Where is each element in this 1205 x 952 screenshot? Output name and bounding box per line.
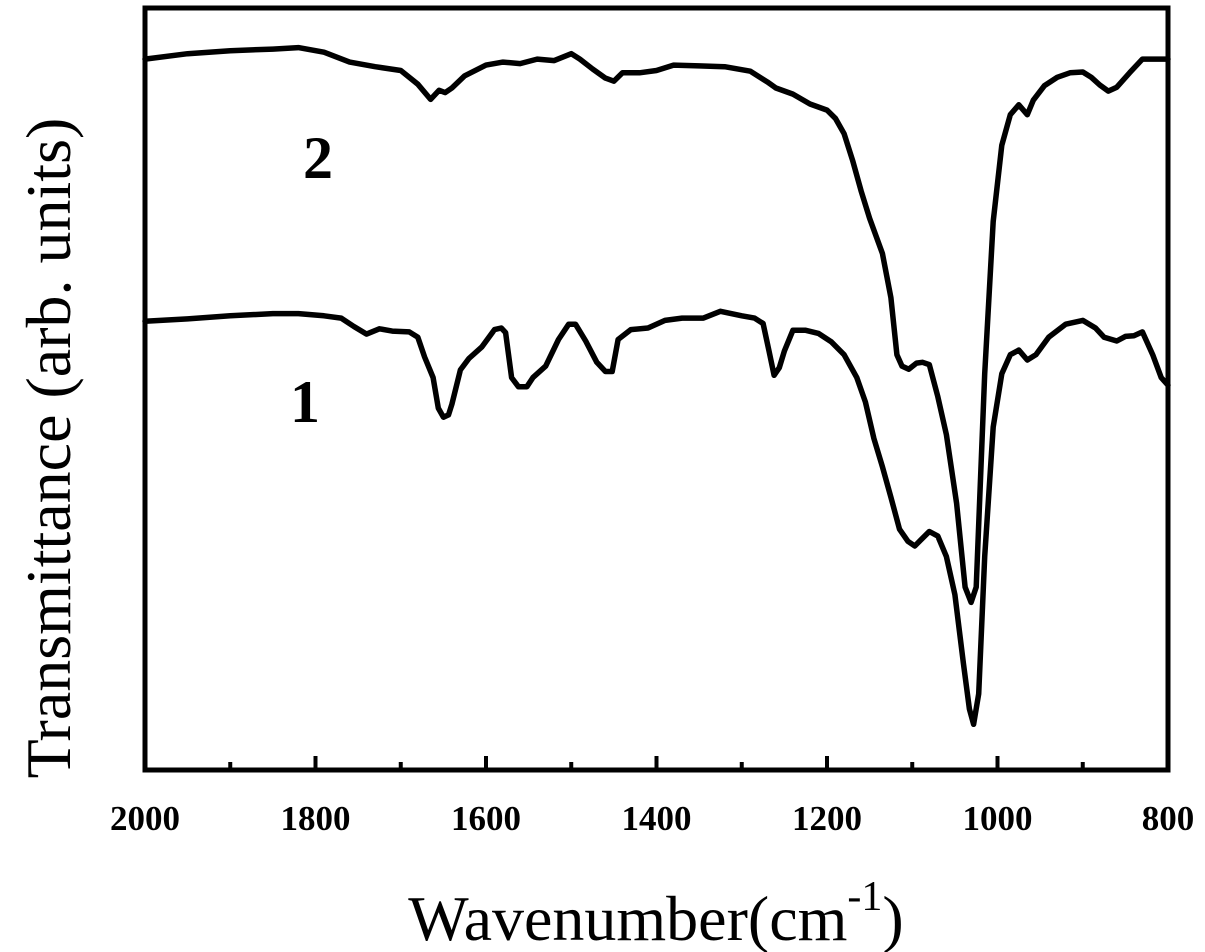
series-line-1 xyxy=(142,308,1171,728)
series-line-2 xyxy=(142,44,1171,606)
series-labels: 21 xyxy=(290,125,333,435)
x-tick-label: 1400 xyxy=(622,799,692,838)
series-label-2: 2 xyxy=(303,125,333,191)
x-tick-label: 1000 xyxy=(963,799,1033,838)
x-tick-label: 1800 xyxy=(281,799,351,838)
y-axis-title: Transmittance (arb. units) xyxy=(13,118,84,779)
series-label-1: 1 xyxy=(290,369,320,435)
x-axis-ticks xyxy=(143,756,1170,770)
x-tick-label: 2000 xyxy=(110,799,180,838)
x-tick-label: 1200 xyxy=(792,799,862,838)
x-tick-label: 800 xyxy=(1142,799,1195,838)
x-axis-tick-labels: 2000 1800 1600 1400 1200 1000 800 xyxy=(110,799,1194,838)
x-tick-label: 1600 xyxy=(451,799,521,838)
series-group xyxy=(142,44,1171,728)
x-axis-title: Wavenumber(cm-1) xyxy=(408,874,903,952)
